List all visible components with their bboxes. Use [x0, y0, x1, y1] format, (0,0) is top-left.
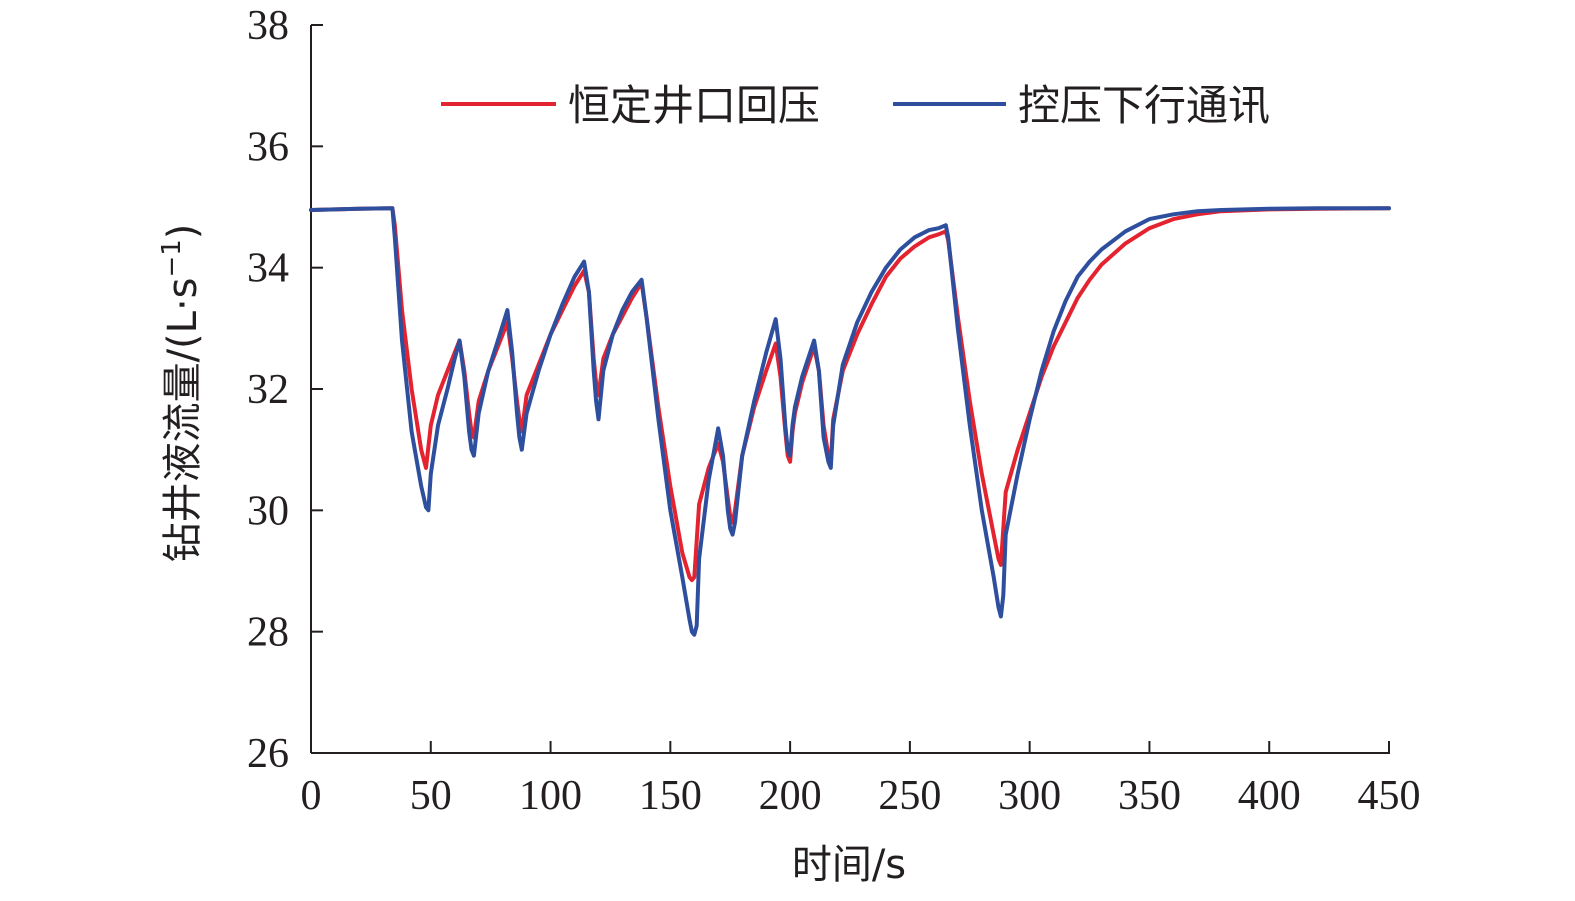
y-axis-title-exponent: −1: [157, 239, 187, 277]
x-ticks: 0 50 100 150 200 250 300 350 400 450: [301, 741, 1421, 819]
legend: 恒定井口回压 控压下行通讯: [441, 81, 1270, 130]
x-axis-title: 时间/s: [792, 842, 906, 888]
x-tick-label: 150: [639, 773, 702, 819]
series-line-constant-wellhead-backpressure: [309, 206, 1391, 583]
y-axis-title-main: 钻井液流量/(L·s: [160, 278, 206, 563]
x-tick-label: 450: [1358, 773, 1421, 819]
series-line-mpd-downlink: [309, 206, 1391, 637]
y-tick-label: 30: [247, 488, 289, 534]
y-tick-label: 26: [247, 731, 289, 777]
axes: [310, 25, 1390, 754]
x-tick-label: 100: [519, 773, 582, 819]
y-tick-label: 38: [247, 3, 289, 49]
y-tick-label: 28: [247, 610, 289, 656]
y-axis-title-close: ): [160, 224, 206, 240]
x-tick-label: 400: [1238, 773, 1301, 819]
y-tick-label: 36: [247, 124, 289, 170]
x-tick-label: 350: [1118, 773, 1181, 819]
y-tick-label: 32: [247, 367, 289, 413]
x-tick-label: 250: [878, 773, 941, 819]
series-group: [309, 206, 1391, 637]
x-tick-label: 300: [998, 773, 1061, 819]
legend-label-constant-wellhead-backpressure: 恒定井口回压: [568, 81, 820, 130]
y-ticks: 26 28 30 32 34 36 38: [247, 3, 323, 777]
x-tick-label: 50: [410, 773, 452, 819]
x-tick-label: 0: [301, 773, 322, 819]
y-axis-title: 钻井液流量/(L·s−1): [157, 224, 206, 563]
legend-label-mpd-downlink: 控压下行通讯: [1018, 81, 1270, 130]
y-tick-label: 34: [247, 246, 289, 292]
x-tick-label: 200: [759, 773, 822, 819]
